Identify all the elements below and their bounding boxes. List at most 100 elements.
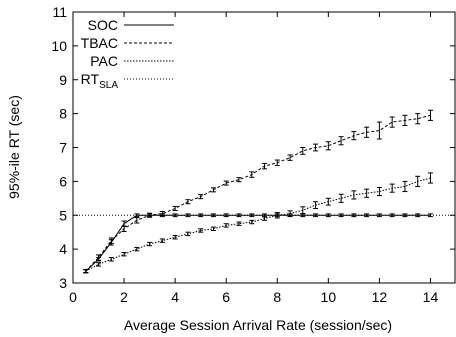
data-point-pac (108, 257, 114, 262)
data-point-tbac (338, 136, 344, 146)
data-point-soc (351, 213, 357, 218)
data-point-tbac (198, 194, 204, 200)
data-point-tbac (300, 147, 306, 155)
data-point-soc (389, 213, 395, 218)
x-tick-label: 12 (372, 289, 388, 305)
data-point-soc (249, 213, 255, 218)
data-point-pac (134, 246, 140, 252)
data-point-soc (427, 213, 433, 218)
x-tick-label: 8 (273, 289, 281, 305)
data-point-pac (274, 212, 280, 219)
legend-label-rt-sla: RTSLA (81, 71, 119, 91)
data-point-pac (287, 210, 293, 217)
plot-area (73, 109, 455, 274)
y-tick-label: 5 (59, 207, 67, 223)
data-point-soc (185, 213, 191, 218)
data-point-tbac (287, 154, 293, 161)
series-line-soc (85, 214, 431, 272)
data-point-pac (376, 186, 382, 197)
data-point-tbac (262, 162, 267, 170)
data-point-tbac (376, 121, 382, 140)
data-point-soc (223, 213, 229, 218)
data-point-soc (236, 213, 242, 218)
data-point-pac (364, 188, 370, 198)
data-point-tbac (159, 211, 165, 217)
data-point-pac (83, 269, 89, 273)
legend-label-tbac: TBAC (81, 35, 118, 51)
data-point-pac (159, 238, 165, 243)
data-point-tbac (96, 254, 102, 261)
x-tick-label: 6 (222, 289, 230, 305)
data-point-pac (121, 252, 127, 257)
data-point-pac (313, 201, 319, 209)
x-tick-label: 4 (171, 289, 179, 305)
legend-label-pac: PAC (90, 53, 118, 69)
legend-label-main: RT (81, 71, 100, 87)
data-point-pac (172, 235, 178, 240)
data-point-tbac (134, 217, 140, 224)
data-point-tbac (147, 212, 153, 218)
x-tick-label: 0 (69, 289, 77, 305)
x-axis-label: Average Session Arrival Rate (session/se… (124, 317, 392, 333)
data-point-pac (300, 206, 306, 215)
data-point-soc (325, 213, 331, 218)
data-point-tbac (415, 113, 421, 125)
data-point-tbac (172, 205, 178, 212)
data-point-pac (96, 262, 102, 267)
y-tick-label: 10 (51, 38, 67, 54)
data-point-soc (210, 213, 216, 218)
x-tick-label: 2 (120, 289, 128, 305)
y-tick-label: 4 (59, 241, 67, 257)
data-point-pac (338, 193, 344, 203)
data-point-tbac (223, 180, 229, 186)
data-point-pac (210, 226, 216, 231)
series-line-tbac (85, 114, 431, 272)
data-point-pac (185, 231, 191, 237)
plot-frame (72, 11, 456, 284)
x-tick-label: 10 (321, 289, 337, 305)
data-point-soc (376, 213, 382, 218)
data-point-pac (236, 221, 242, 226)
data-point-soc (313, 213, 319, 218)
data-point-tbac (427, 109, 433, 121)
data-point-tbac (402, 114, 408, 126)
y-tick-label: 11 (52, 4, 67, 20)
data-point-pac (351, 190, 357, 200)
axes: 0 2 4 6 8 10 12 14 3 4 5 6 7 8 9 10 11 (51, 4, 456, 305)
data-point-pac (147, 241, 153, 247)
y-tick-label: 3 (59, 275, 67, 291)
data-point-pac (389, 183, 395, 193)
y-tick-label: 9 (59, 72, 67, 88)
data-point-pac (325, 197, 331, 206)
y-axis-label: 95%-ile RT (sec) (6, 95, 22, 199)
data-point-tbac (351, 131, 357, 141)
data-point-soc (198, 213, 204, 218)
data-point-tbac (313, 143, 319, 152)
y-tick-label: 7 (59, 140, 67, 156)
data-point-tbac (325, 141, 331, 151)
data-point-tbac (249, 171, 255, 178)
data-point-pac (249, 219, 255, 225)
legend-label-sub: SLA (99, 80, 118, 91)
data-point-pac (427, 172, 433, 184)
data-point-pac (223, 223, 229, 228)
data-point-tbac (236, 177, 242, 183)
x-tick-label: 14 (423, 289, 439, 305)
data-point-pac (415, 175, 421, 187)
data-point-tbac (210, 187, 216, 193)
data-point-soc (364, 213, 370, 218)
data-point-pac (262, 216, 267, 221)
data-point-soc (415, 213, 421, 218)
data-point-soc (338, 213, 344, 218)
data-point-tbac (185, 199, 191, 205)
y-tick-label: 8 (59, 106, 67, 122)
legend: SOC TBAC PAC RTSLA (81, 17, 174, 91)
data-point-tbac (389, 116, 395, 128)
data-point-soc (402, 213, 408, 218)
data-point-pac (198, 228, 204, 233)
y-tick-label: 6 (59, 173, 67, 189)
data-point-soc (172, 213, 178, 218)
legend-label-soc: SOC (88, 17, 118, 33)
data-point-tbac (364, 126, 370, 138)
